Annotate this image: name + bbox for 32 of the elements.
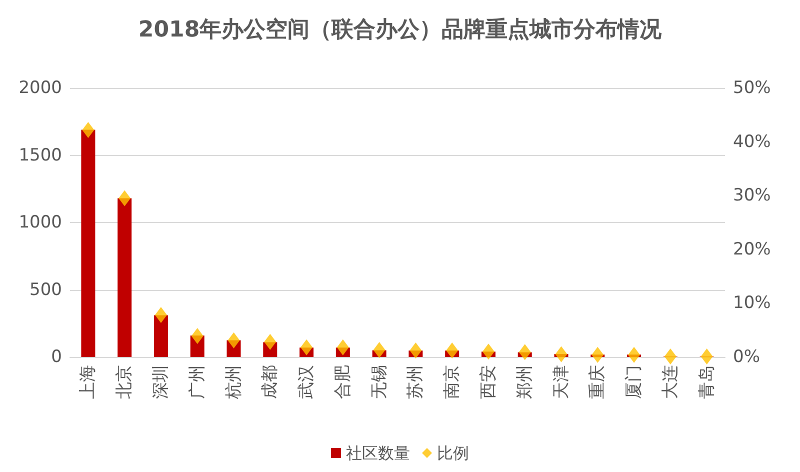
- x-tick-label: 厦门: [624, 365, 644, 399]
- x-tick-label: 青岛: [696, 365, 717, 399]
- x-tick-label: 深圳: [150, 365, 171, 399]
- y-tick-label: 1500: [18, 145, 62, 166]
- legend-label: 比例: [437, 444, 469, 462]
- x-tick-label: 广州: [187, 365, 208, 399]
- x-tick-label: 大连: [660, 365, 680, 399]
- x-tick-label: 天津: [551, 365, 572, 399]
- x-tick-label: 南京: [442, 365, 462, 399]
- x-tick-label: 武汉: [296, 365, 317, 399]
- y2-tick-label: 0%: [733, 347, 760, 367]
- y2-tick-label: 10%: [733, 293, 771, 314]
- x-tick-label: 成都: [260, 365, 280, 399]
- x-tick-label: 郑州: [514, 365, 535, 399]
- chart-title: 2018年办公空间（联合办公）品牌重点城市分布情况: [138, 16, 663, 42]
- x-tick-label: 北京: [114, 365, 135, 399]
- y-tick-label: 500: [30, 280, 62, 300]
- x-tick-label: 苏州: [406, 365, 426, 399]
- legend-label: 社区数量: [346, 444, 410, 462]
- y2-tick-label: 30%: [733, 186, 771, 206]
- x-tick-label: 西安: [478, 365, 498, 399]
- x-tick-label: 合肥: [332, 365, 353, 399]
- x-tick-label: 杭州: [224, 365, 244, 400]
- y2-tick-label: 40%: [733, 132, 771, 152]
- y2-tick-label: 50%: [733, 78, 771, 98]
- y-tick-label: 1000: [18, 212, 62, 232]
- y2-tick-label: 20%: [733, 239, 771, 260]
- x-tick-label: 上海: [78, 365, 98, 399]
- y-tick-label: 0: [51, 347, 62, 367]
- x-tick-label: 无锡: [369, 365, 390, 399]
- x-tick-label: 重庆: [588, 365, 608, 399]
- y-tick-label: 2000: [18, 78, 62, 98]
